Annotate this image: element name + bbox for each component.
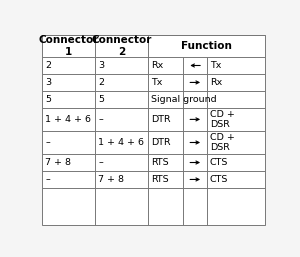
Text: Signal ground: Signal ground <box>152 95 217 104</box>
Text: Function: Function <box>182 41 232 51</box>
Text: 1 + 4 + 6: 1 + 4 + 6 <box>45 115 91 124</box>
Text: 3: 3 <box>45 78 51 87</box>
Text: Rx: Rx <box>152 61 164 70</box>
Text: Tx: Tx <box>152 78 163 87</box>
Text: 1 + 4 + 6: 1 + 4 + 6 <box>98 138 144 147</box>
Text: 5: 5 <box>98 95 104 104</box>
Text: Rx: Rx <box>210 78 222 87</box>
Text: –: – <box>98 115 103 124</box>
Text: –: – <box>45 138 50 147</box>
Text: RTS: RTS <box>152 175 169 184</box>
Text: 2: 2 <box>45 61 51 70</box>
Text: CTS: CTS <box>210 175 228 184</box>
Text: 7 + 8: 7 + 8 <box>98 175 124 184</box>
Text: CD +
DSR: CD + DSR <box>210 110 235 129</box>
Text: DTR: DTR <box>152 115 171 124</box>
Text: CTS: CTS <box>210 158 228 167</box>
Text: –: – <box>98 158 103 167</box>
Text: CD +
DSR: CD + DSR <box>210 133 235 152</box>
Text: DTR: DTR <box>152 138 171 147</box>
Text: –: – <box>45 175 50 184</box>
Text: Connector
1: Connector 1 <box>38 35 99 57</box>
Text: Tx: Tx <box>210 61 221 70</box>
Text: RTS: RTS <box>152 158 169 167</box>
Text: 5: 5 <box>45 95 51 104</box>
Text: Connector
2: Connector 2 <box>92 35 152 57</box>
Text: 3: 3 <box>98 61 104 70</box>
Text: 7 + 8: 7 + 8 <box>45 158 71 167</box>
Text: 2: 2 <box>98 78 104 87</box>
